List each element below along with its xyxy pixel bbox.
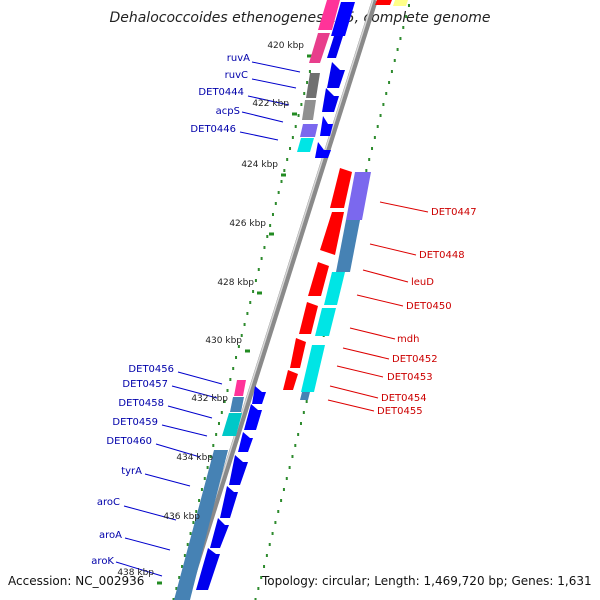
gene-label-DET0447[interactable]: DET0447 xyxy=(431,207,477,218)
scale-tick-label: 426 kbp xyxy=(229,219,266,229)
scale-tick-label: 430 kbp xyxy=(205,336,242,346)
gene-label-DET0458[interactable]: DET0458 xyxy=(118,398,164,409)
gene-label-DET0454[interactable]: DET0454 xyxy=(381,393,427,404)
gene-label-aroC[interactable]: aroC xyxy=(97,497,120,508)
gene-label-DET0457[interactable]: DET0457 xyxy=(122,379,168,390)
gene-feature-2 xyxy=(327,62,345,88)
gene-label-DET0453[interactable]: DET0453 xyxy=(387,372,433,383)
gene-feature-10 xyxy=(238,432,253,452)
plus-gene-labels: DET0447 DET0448 leuD DET0450 mdh DET0452 DET04… xyxy=(377,207,477,417)
gene-label-DET0452[interactable]: DET0452 xyxy=(392,354,438,365)
gene-feature-aroC xyxy=(220,486,238,518)
gene-feature-ruvA xyxy=(318,0,340,30)
scale-tick-label: 434 kbp xyxy=(176,453,213,463)
gene-label-DET0450[interactable]: DET0450 xyxy=(406,301,452,312)
gene-label-DET0448[interactable]: DET0448 xyxy=(419,250,465,261)
gene-feature-DET0453 xyxy=(315,308,336,336)
gene-label-DET0459[interactable]: DET0459 xyxy=(112,417,158,428)
gene-feature-DET0448 xyxy=(320,212,344,255)
scale-tick-label: 428 kbp xyxy=(217,278,254,288)
gene-feature-DET0457 xyxy=(230,397,244,412)
gene-feature-DET0455 xyxy=(301,345,325,392)
gene-label-ruvC[interactable]: ruvC xyxy=(225,70,248,81)
gene-label-DET0460[interactable]: DET0460 xyxy=(106,436,152,447)
gene-feature-aroK xyxy=(196,548,220,590)
map-title: Dehalococcoides ethenogenes 195, complet… xyxy=(109,10,491,26)
gene-feature-DET0447-b xyxy=(346,172,371,220)
gene-label-ruvA[interactable]: ruvA xyxy=(227,53,250,64)
topology-text: Topology: circular; Length: 1,469,720 bp… xyxy=(262,574,592,588)
gene-label-leuD[interactable]: leuD xyxy=(411,277,434,288)
gene-feature-6 xyxy=(283,370,298,390)
minus-gene-labels: ruvA ruvC DET0444 acpS DET0446 DET0456 DET0457… xyxy=(91,53,250,567)
gene-feature-acpS xyxy=(300,124,318,137)
gene-label-DET0446[interactable]: DET0446 xyxy=(190,124,236,135)
scale-tick-label: 420 kbp xyxy=(267,41,304,51)
gene-label-mdh[interactable]: mdh xyxy=(397,334,419,345)
gene-feature-DET0446 xyxy=(297,138,314,152)
scale-ticks xyxy=(157,54,312,585)
gene-label-aroK[interactable]: aroK xyxy=(91,556,114,567)
gene-feature-DET0456 xyxy=(234,380,246,396)
gene-feature-DET0458 xyxy=(222,413,242,436)
gene-label-tyrA[interactable]: tyrA xyxy=(121,466,142,477)
gene-feature-7 xyxy=(300,392,310,400)
plus-label-leaders xyxy=(327,201,429,412)
gene-feature-DET0444 xyxy=(306,73,320,98)
gene-feature-ruvC xyxy=(309,33,330,63)
top-partial-features xyxy=(375,0,408,6)
gene-feature-9 xyxy=(244,404,262,430)
gene-feature-DET0452 xyxy=(299,302,318,334)
gene-feature-4 xyxy=(320,116,333,136)
gene-feature-1 xyxy=(327,36,343,58)
gene-feature-DET0450 xyxy=(308,262,329,296)
gene-label-DET0444[interactable]: DET0444 xyxy=(198,87,244,98)
gene-feature-DET0460 xyxy=(174,450,228,600)
gene-features-plus xyxy=(283,168,371,400)
gene-feature-aroA xyxy=(210,518,229,548)
accession-text: Accession: NC_002936 xyxy=(8,574,145,588)
gene-feature-8 xyxy=(252,386,266,404)
gene-feature-leuD xyxy=(336,220,360,272)
gene-label-aroA[interactable]: aroA xyxy=(99,530,122,541)
scale-tick-label: 436 kbp xyxy=(163,512,200,522)
gene-feature-0 xyxy=(331,2,355,36)
gene-feature-DET0454 xyxy=(290,338,306,368)
gene-feature-tyrA xyxy=(229,455,248,485)
scale-labels: 420 kbp 422 kbp 424 kbp 426 kbp 428 kbp 430 k… xyxy=(117,41,304,578)
gene-feature-DET0447 xyxy=(330,168,352,208)
scale-tick-label: 432 kbp xyxy=(191,394,228,404)
gene-feature-mdh xyxy=(324,272,345,305)
scale-tick-label: 438 kbp xyxy=(117,568,154,578)
gene-feature-acpS-bg xyxy=(302,100,316,120)
gene-label-acpS[interactable]: acpS xyxy=(216,106,240,117)
gene-features-minus-upper xyxy=(297,0,355,158)
gene-label-DET0456[interactable]: DET0456 xyxy=(128,364,174,375)
gene-feature-3 xyxy=(322,88,339,112)
scale-tick-label: 422 kbp xyxy=(252,99,289,109)
gene-feature-5 xyxy=(315,142,331,158)
gene-features-minus-lower xyxy=(174,380,266,600)
gene-label-DET0455[interactable]: DET0455 xyxy=(377,406,423,417)
scale-tick-label: 424 kbp xyxy=(241,160,278,170)
minus-label-leaders xyxy=(115,61,301,577)
